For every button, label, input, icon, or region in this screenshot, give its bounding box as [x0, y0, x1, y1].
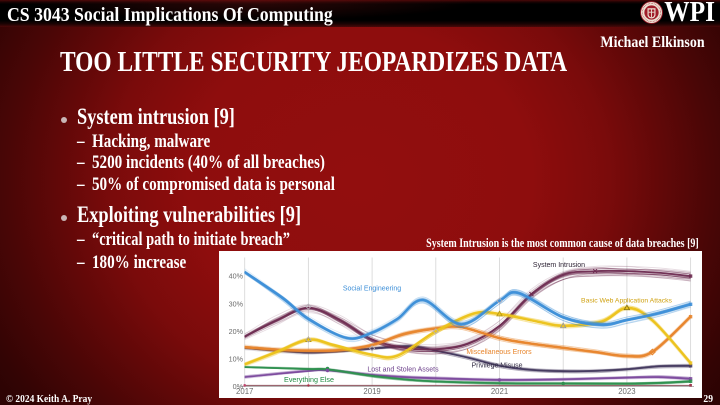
svg-text:20%: 20% — [229, 327, 244, 336]
svg-text:2019: 2019 — [363, 387, 380, 396]
svg-text:Social Engineering: Social Engineering — [343, 286, 401, 293]
svg-text:Privilege Misuse: Privilege Misuse — [472, 363, 523, 370]
svg-text:2017: 2017 — [236, 387, 253, 396]
svg-text:40%: 40% — [229, 272, 244, 281]
svg-text:10%: 10% — [229, 355, 244, 364]
svg-text:30%: 30% — [229, 299, 244, 308]
svg-text:2023: 2023 — [618, 387, 635, 396]
svg-text:Basic Web Application Attacks: Basic Web Application Attacks — [581, 298, 673, 305]
svg-text:Miscellaneous Errors: Miscellaneous Errors — [466, 349, 532, 356]
svg-text:2021: 2021 — [491, 387, 508, 396]
svg-text:System Intrusion: System Intrusion — [533, 262, 585, 269]
svg-text:Everything Else: Everything Else — [284, 375, 334, 384]
svg-text:Lost and Stolen Assets: Lost and Stolen Assets — [367, 367, 439, 374]
svg-text:0%: 0% — [233, 382, 244, 391]
